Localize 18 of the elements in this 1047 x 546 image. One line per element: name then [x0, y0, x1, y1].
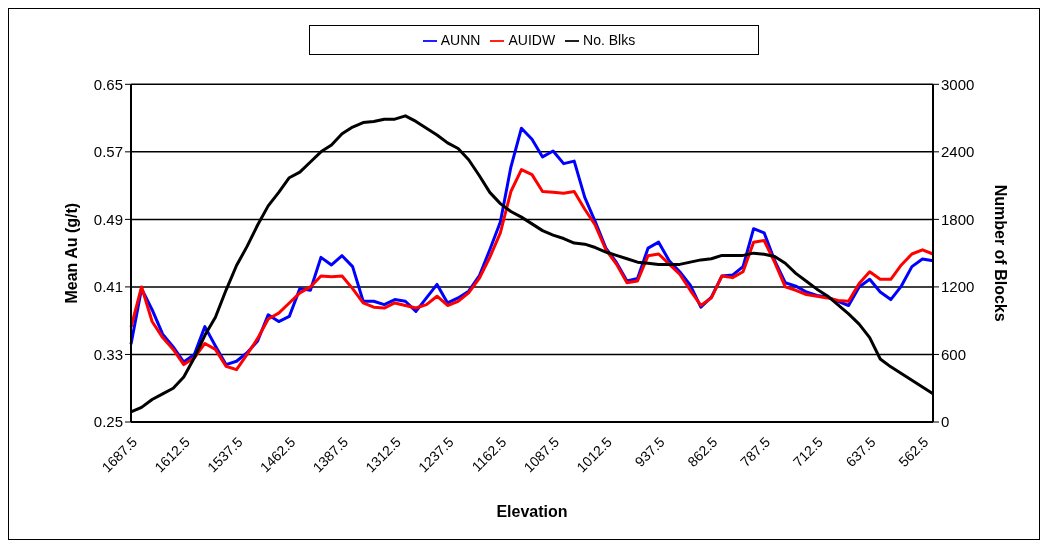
y2-axis-title: Number of Blocks: [992, 184, 1010, 322]
y-tick-label: 0.25: [93, 413, 123, 431]
legend-label: AUNN: [440, 32, 481, 48]
y2-tick-label: 1800: [941, 210, 975, 228]
y-axis-title: Mean Au (g/t): [62, 202, 80, 304]
y2-tick-label: 600: [941, 345, 967, 363]
y2-tick-label: 0: [941, 413, 950, 431]
y-tick-label: 0.33: [93, 345, 123, 363]
y2-tick-label: 2400: [941, 143, 975, 161]
y-tick-label: 0.49: [93, 210, 123, 228]
legend-label: AUIDW: [508, 32, 556, 48]
y-tick-label: 0.57: [93, 143, 123, 161]
y-tick-label: 0.41: [93, 278, 123, 296]
y2-tick-label: 1200: [941, 278, 975, 296]
y2-tick-label: 3000: [941, 75, 975, 93]
x-axis-title: Elevation: [496, 503, 568, 520]
legend-label: No. Blks: [583, 32, 636, 48]
y-tick-label: 0.65: [93, 75, 123, 93]
